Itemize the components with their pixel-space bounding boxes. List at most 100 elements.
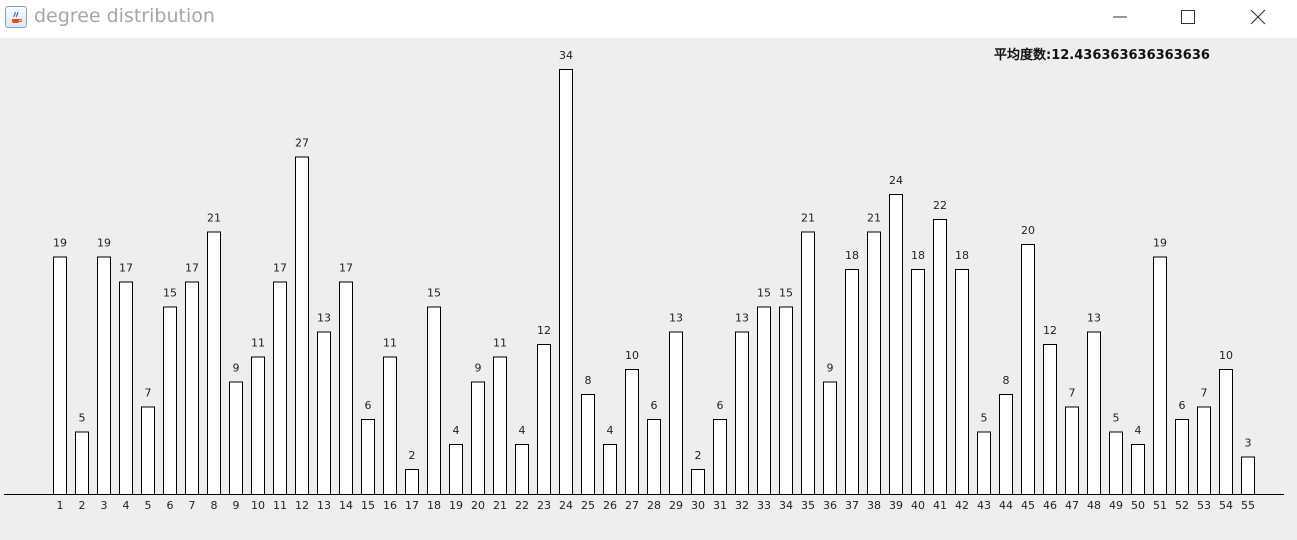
bar-5	[141, 406, 155, 495]
x-tick-label: 38	[867, 499, 881, 512]
bar-29	[669, 331, 683, 495]
bar-value-label: 6	[365, 399, 372, 412]
bar-2	[75, 431, 89, 495]
bar-46	[1043, 344, 1057, 495]
x-tick-label: 31	[713, 499, 727, 512]
bar-value-label: 2	[695, 449, 702, 462]
x-tick-label: 3	[101, 499, 108, 512]
bar-value-label: 5	[79, 412, 86, 425]
x-tick-label: 29	[669, 499, 683, 512]
bar-value-label: 17	[119, 262, 133, 275]
bar-value-label: 12	[537, 324, 551, 337]
x-tick-label: 10	[251, 499, 265, 512]
bar-50	[1131, 444, 1145, 495]
bar-value-label: 6	[1179, 399, 1186, 412]
x-tick-label: 44	[999, 499, 1013, 512]
bar-value-label: 6	[717, 399, 724, 412]
bar-44	[999, 394, 1013, 495]
bar-value-label: 13	[317, 312, 331, 325]
bar-14	[339, 281, 353, 495]
bar-value-label: 2	[409, 449, 416, 462]
x-tick-label: 25	[581, 499, 595, 512]
bar-35	[801, 231, 815, 495]
bar-value-label: 21	[867, 212, 881, 225]
bar-16	[383, 356, 397, 495]
bar-17	[405, 469, 419, 495]
bar-value-label: 7	[1201, 387, 1208, 400]
chart-panel: 平均度数:12.436363636363636 19 1 5 2 19 3 17 4 7 5 15 6…	[0, 38, 1297, 536]
x-tick-label: 33	[757, 499, 771, 512]
x-tick-label: 6	[167, 499, 174, 512]
x-tick-label: 28	[647, 499, 661, 512]
bar-19	[449, 444, 463, 495]
bar-3	[97, 256, 111, 495]
bar-43	[977, 431, 991, 495]
x-tick-label: 46	[1043, 499, 1057, 512]
bar-52	[1175, 419, 1189, 495]
bar-value-label: 3	[1245, 437, 1252, 450]
bar-value-label: 21	[801, 212, 815, 225]
bar-49	[1109, 431, 1123, 495]
bar-value-label: 10	[1219, 349, 1233, 362]
x-tick-label: 15	[361, 499, 375, 512]
x-tick-label: 16	[383, 499, 397, 512]
bar-37	[845, 269, 859, 495]
bar-value-label: 19	[1153, 237, 1167, 250]
degree-distribution-chart: 1915219317475156177218991110171127121313…	[4, 49, 1284, 512]
bar-value-label: 4	[519, 424, 526, 437]
bar-20	[471, 381, 485, 495]
bar-value-label: 13	[669, 312, 683, 325]
bar-value-label: 17	[339, 262, 353, 275]
title-bar[interactable]: degree distribution	[0, 0, 1297, 38]
x-tick-label: 23	[537, 499, 551, 512]
bar-26	[603, 444, 617, 495]
bar-value-label: 21	[207, 212, 221, 225]
minimize-icon	[1113, 16, 1127, 18]
bar-value-label: 9	[233, 362, 240, 375]
bar-13	[317, 331, 331, 495]
bar-23	[537, 344, 551, 495]
x-tick-label: 21	[493, 499, 507, 512]
close-button[interactable]	[1223, 0, 1293, 34]
x-tick-label: 48	[1087, 499, 1101, 512]
bar-39	[889, 194, 903, 495]
x-tick-label: 30	[691, 499, 705, 512]
x-tick-label: 32	[735, 499, 749, 512]
bar-value-label: 4	[1135, 424, 1142, 437]
bar-value-label: 5	[981, 412, 988, 425]
bar-value-label: 8	[585, 374, 592, 387]
bar-value-label: 11	[493, 337, 507, 350]
bar-28	[647, 419, 661, 495]
x-tick-label: 41	[933, 499, 947, 512]
bar-value-label: 4	[453, 424, 460, 437]
x-tick-label: 5	[145, 499, 152, 512]
window-title: degree distribution	[34, 5, 215, 27]
x-tick-label: 11	[273, 499, 287, 512]
x-tick-label: 52	[1175, 499, 1189, 512]
java-app-icon[interactable]	[5, 6, 27, 28]
x-tick-label: 42	[955, 499, 969, 512]
x-tick-label: 39	[889, 499, 903, 512]
x-tick-label: 35	[801, 499, 815, 512]
maximize-button[interactable]	[1153, 0, 1223, 34]
x-tick-label: 36	[823, 499, 837, 512]
x-tick-label: 17	[405, 499, 419, 512]
x-tick-label: 40	[911, 499, 925, 512]
x-tick-label: 20	[471, 499, 485, 512]
x-tick-label: 45	[1021, 499, 1035, 512]
bar-value-label: 11	[383, 337, 397, 350]
bar-24	[559, 69, 573, 495]
bar-value-label: 20	[1021, 224, 1035, 237]
bar-48	[1087, 331, 1101, 495]
bar-47	[1065, 406, 1079, 495]
x-tick-label: 14	[339, 499, 353, 512]
bar-value-label: 15	[427, 287, 441, 300]
x-tick-label: 7	[189, 499, 196, 512]
bar-value-label: 10	[625, 349, 639, 362]
minimize-button[interactable]	[1085, 0, 1155, 34]
bar-41	[933, 219, 947, 495]
bar-40	[911, 269, 925, 495]
bar-55	[1241, 456, 1255, 495]
x-tick-label: 22	[515, 499, 529, 512]
bar-1	[53, 256, 67, 495]
